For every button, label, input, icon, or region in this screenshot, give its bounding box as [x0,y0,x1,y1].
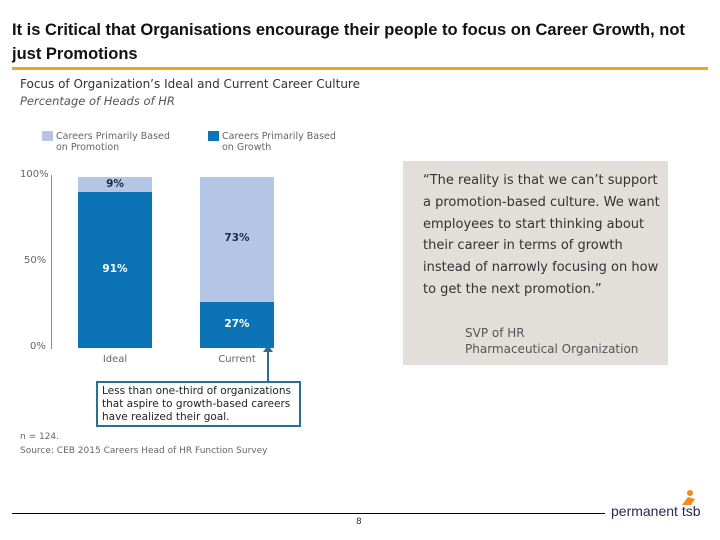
arrow-icon [263,345,273,382]
logo: permanent tsb [611,503,701,519]
page-number: 8 [356,517,362,527]
quote-text: “The reality is that we can’t support a … [423,173,660,297]
quote-attribution: SVP of HR Pharmaceutical Organization [465,325,638,357]
bar-ideal-growth [78,192,152,348]
legend-label: on Growth [222,142,272,153]
title-rule [12,67,708,70]
sample-size: n = 124. [20,432,60,442]
x-tick: Current [218,354,256,365]
bar-ideal-promotion [78,177,152,193]
legend-label: on Promotion [56,142,120,153]
legend-label: Careers Primarily Based [56,131,170,142]
legend-growth: Careers Primarily Based on Growth [208,131,336,153]
callout-box: Less than one-third of organizations tha… [96,381,301,427]
y-tick: 50% [24,255,47,266]
attribution-org: Pharmaceutical Organization [465,342,639,356]
x-tick: Ideal [102,354,128,365]
data-label: 73% [224,232,250,245]
y-tick: 100% [20,169,49,180]
footer-rule [12,513,605,514]
legend-swatch-growth [208,131,219,141]
data-label: 27% [224,317,250,330]
legend-promotion: Careers Primarily Based on Promotion [42,131,170,153]
quote-box: “The reality is that we can’t support a … [403,161,668,365]
bar-current-promotion [200,177,274,302]
data-label: 9% [106,177,124,190]
y-tick: 0% [30,341,46,352]
legend-swatch-promotion [42,131,53,141]
chart-title: Focus of Organization’s Ideal and Curren… [20,77,360,91]
bar-current-growth [200,301,274,348]
source-note: Source: CEB 2015 Careers Head of HR Func… [20,446,268,456]
slide-title: It is Critical that Organisations encour… [12,21,685,63]
legend-label: Careers Primarily Based [222,131,336,142]
data-label: 91% [102,263,128,276]
logo-figure-icon [682,490,695,505]
attribution-title: SVP of HR [465,326,525,340]
y-axis [51,175,52,349]
chart-subtitle: Percentage of Heads of HR [20,94,175,108]
